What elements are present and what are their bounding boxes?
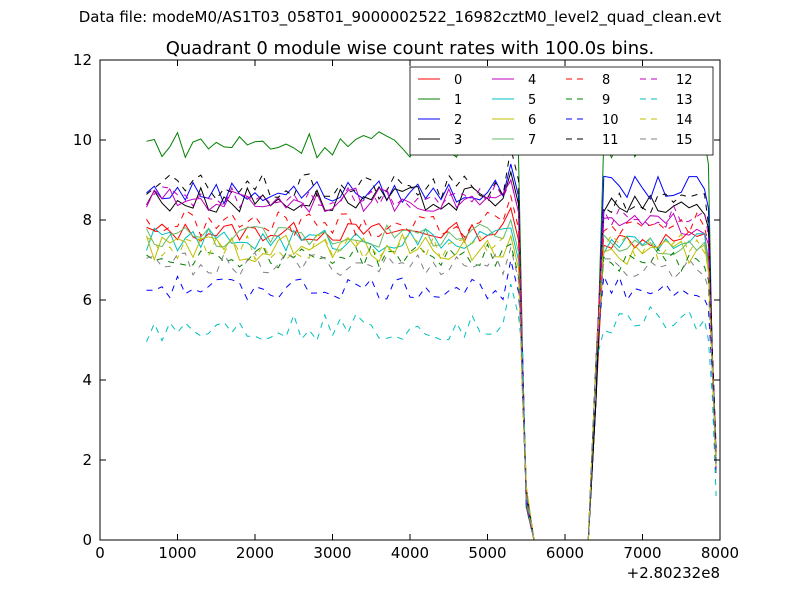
x-tick-label: 3000 [313,544,351,562]
legend-label-7: 7 [528,133,536,148]
y-tick-label: 4 [82,371,92,389]
series-line-10 [146,259,717,541]
legend-label-8: 8 [602,73,610,88]
y-tick-label: 12 [73,51,92,69]
series-line-13 [146,283,717,541]
legend-label-0: 0 [454,73,462,88]
series-line-12 [146,178,717,541]
x-tick-label: 1000 [158,544,196,562]
legend-label-13: 13 [676,93,693,108]
x-tick-label: 0 [95,544,105,562]
legend-frame [409,66,714,156]
x-tick-label: 2000 [236,544,274,562]
y-tick-label: 0 [82,531,92,549]
legend-label-15: 15 [676,133,693,148]
x-tick-label: 4000 [391,544,429,562]
legend-label-12: 12 [676,73,693,88]
legend-label-6: 6 [528,113,536,128]
series-line-15 [146,246,717,541]
series-line-5 [146,227,717,541]
legend-label-1: 1 [454,93,462,108]
legend-label-4: 4 [528,73,536,88]
y-tick-label: 2 [82,451,92,469]
legend-label-3: 3 [454,133,462,148]
series-line-14 [146,233,717,541]
series-line-9 [146,242,717,541]
ticks-layer: 0 1000 2000 3000 4000 5000 6000 7000 80000246810… [73,51,739,562]
y-tick-label: 10 [73,131,92,149]
legend-label-2: 2 [454,113,462,128]
x-tick-label: 5000 [468,544,506,562]
series-line-4 [146,178,717,541]
y-tick-label: 6 [82,291,92,309]
chart-title: Quadrant 0 module wise count rates with … [166,38,655,59]
series-layer [146,123,717,541]
x-tick-label: 6000 [546,544,584,562]
series-line-7 [146,218,717,541]
legend-label-9: 9 [602,93,610,108]
x-tick-label: 8000 [701,544,739,562]
legend-label-10: 10 [602,113,619,128]
x-tick-label: 7000 [623,544,661,562]
legend-label-11: 11 [602,133,619,148]
series-line-11 [146,147,717,541]
series-line-6 [146,232,717,541]
legend-label-5: 5 [528,93,536,108]
data-file-suptitle: Data file: modeM0/AS1T03_058T01_90000025… [78,8,722,26]
series-line-0 [146,206,717,541]
legend-label-14: 14 [676,113,693,128]
x-offset-label: +2.80232e8 [627,564,720,582]
y-tick-label: 8 [82,211,92,229]
series-line-2 [146,163,717,541]
series-line-3 [146,170,717,541]
series-line-8 [146,194,717,541]
